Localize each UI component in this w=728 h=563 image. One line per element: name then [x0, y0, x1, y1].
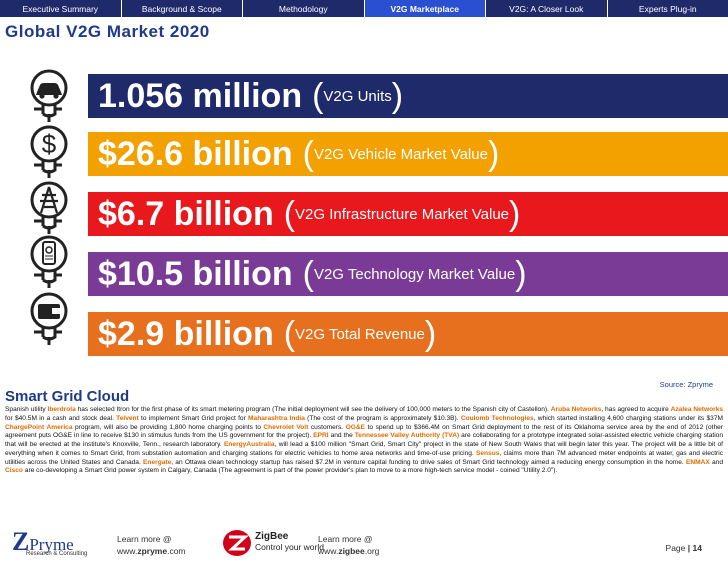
zpryme-link[interactable]: www.zpryme.com [117, 545, 186, 557]
article-text: to spend up to $366.4M on Smart Grid dep… [5, 423, 724, 440]
zpryme-logo-text: Pryme [29, 535, 74, 554]
tab-v2g-marketplace[interactable]: V2G Marketplace [364, 0, 486, 17]
tab-background-scope[interactable]: Background & Scope [122, 0, 243, 17]
highlighted-entity: Maharashtra India [248, 414, 305, 422]
band-v2g-units: 1.056 million (V2G Units) [88, 74, 728, 118]
band-total-revenue: $2.9 billion (V2G Total Revenue) [88, 312, 728, 356]
band-infrastructure-market-value: $6.7 billion (V2G Infrastructure Market … [88, 192, 728, 236]
band-close-paren: ) [515, 254, 527, 293]
article-text: customers. [308, 423, 346, 431]
url-prefix: www. [117, 546, 138, 557]
electric-car-plug-icon [30, 69, 68, 122]
page-number: Page | 14 [666, 543, 702, 553]
highlighted-entity: ENMAX [685, 458, 710, 466]
zigbee-logo: ZigBee Control your world [255, 531, 324, 552]
learn-more-label: Learn more @ [318, 534, 373, 544]
svg-text:$: $ [42, 129, 57, 159]
highlighted-entity: EPRI [313, 432, 329, 440]
page-label: Page [665, 543, 686, 553]
band-value: 1.056 million [98, 76, 303, 115]
wallet-plug-icon [30, 292, 68, 345]
url-suffix: .com [167, 546, 186, 557]
article-text: and the [328, 432, 355, 440]
url-domain: zigbee [338, 546, 365, 557]
article-text: are co-developing a Smart Grid power sys… [22, 467, 558, 475]
zpryme-tagline: Research & Consulting [26, 551, 88, 557]
band-open-paren: ( [302, 134, 314, 173]
highlighted-entity: OG&E [345, 423, 366, 431]
highlighted-entity: Aruba Networks [550, 406, 602, 413]
learn-more-label: Learn more @ [117, 534, 172, 544]
article-text: , an Ottawa clean technology startup has… [171, 458, 686, 466]
article-text: program, will also be providing 1,800 ho… [72, 423, 264, 431]
article-text: and [709, 458, 723, 466]
article-text: , has agreed to acquire [601, 406, 671, 413]
band-label: V2G Infrastructure Market Value [295, 205, 510, 223]
dollar-plug-icon: $ [30, 125, 68, 178]
article-text: are collaborating for a prototype integr… [5, 432, 724, 449]
article-text: , claims more than 7M advanced meter end… [5, 449, 723, 466]
learn-more-zigbee: Learn more @ www.zigbee.org [318, 533, 379, 558]
band-value: $2.9 billion [98, 314, 274, 353]
band-close-paren: ) [424, 314, 437, 353]
learn-more-zpryme: Learn more @ www.zpryme.com [117, 533, 186, 558]
band-close-paren: ) [509, 194, 521, 233]
band-open-paren: ( [283, 194, 296, 233]
zpryme-logo: ZPryme Research & Consulting [12, 527, 87, 557]
article-text: , will lead a $100 million "Smart Grid, … [5, 441, 723, 457]
article-text: has selected Itron for the first phase o… [75, 406, 551, 413]
highlighted-entity: Azalea Networks [670, 406, 724, 413]
highlighted-entity: Iberdrola [47, 406, 76, 413]
source-note: Source: Zpryme [659, 380, 713, 389]
band-label: V2G Units [323, 87, 392, 105]
top-nav: Executive Summary Background & Scope Met… [0, 0, 728, 17]
article-text: , which started installing 4,600 chargin… [533, 414, 723, 422]
band-value: $6.7 billion [98, 194, 274, 233]
zigbee-logo-text: ZigBee [255, 531, 289, 542]
page-title: Global V2G Market 2020 [5, 22, 210, 41]
highlighted-entity: Tennessee Valley Authority (TVA) [354, 432, 460, 440]
highlighted-entity: Chevrolet Volt [263, 423, 309, 431]
zpryme-logo-initial: Z [12, 527, 30, 556]
band-close-paren: ) [391, 76, 404, 115]
highlighted-entity: Sensus [475, 449, 500, 457]
band-open-paren: ( [302, 254, 314, 293]
tab-methodology[interactable]: Methodology [243, 0, 365, 17]
url-prefix: www. [318, 546, 339, 557]
band-open-paren: ( [283, 314, 296, 353]
band-technology-market-value: $10.5 billion (V2G Technology Market Val… [88, 252, 728, 296]
band-label: V2G Vehicle Market Value [313, 145, 488, 163]
zigbee-logo-icon [223, 530, 251, 556]
section-title: Smart Grid Cloud [5, 388, 130, 405]
highlighted-entity: EnergyAustralia [224, 441, 275, 449]
band-label: V2G Technology Market Value [313, 265, 516, 283]
phone-plug-icon [30, 235, 68, 288]
url-suffix: .org [364, 546, 380, 557]
band-open-paren: ( [312, 76, 324, 115]
band-label: V2G Total Revenue [295, 325, 425, 343]
article-text: to implement Smart Grid project for [138, 414, 249, 422]
highlighted-entity: ChargePoint America [5, 423, 73, 431]
page-number-value: 14 [692, 543, 702, 553]
page-separator: | [687, 543, 691, 553]
article-text: Spanish utility [5, 406, 48, 413]
band-value: $10.5 billion [98, 254, 293, 293]
highlighted-entity: Telvent [116, 414, 139, 422]
highlighted-entity: Cisco [5, 467, 23, 475]
url-domain: zpryme [137, 546, 168, 557]
zigbee-tagline: Control your world [255, 542, 324, 552]
tab-v2g-closer-look[interactable]: V2G: A Closer Look [486, 0, 608, 17]
article-body: Spanish utility Iberdrola has selected I… [5, 406, 723, 476]
power-tower-plug-icon [30, 181, 68, 234]
article-text: (The cost of the program is approximatel… [304, 414, 461, 422]
tab-executive-summary[interactable]: Executive Summary [0, 0, 122, 17]
zigbee-link[interactable]: www.zigbee.org [318, 545, 379, 557]
band-vehicle-market-value: $26.6 billion (V2G Vehicle Market Value) [88, 132, 728, 176]
band-value: $26.6 billion [98, 134, 293, 173]
article-text: for $40.5M in a cash and stock deal. [5, 414, 117, 422]
highlighted-entity: Coulomb Technologies [460, 414, 534, 422]
tab-experts-plug-in[interactable]: Experts Plug-in [638, 3, 697, 14]
highlighted-entity: Energate [143, 458, 172, 466]
band-close-paren: ) [487, 134, 500, 173]
